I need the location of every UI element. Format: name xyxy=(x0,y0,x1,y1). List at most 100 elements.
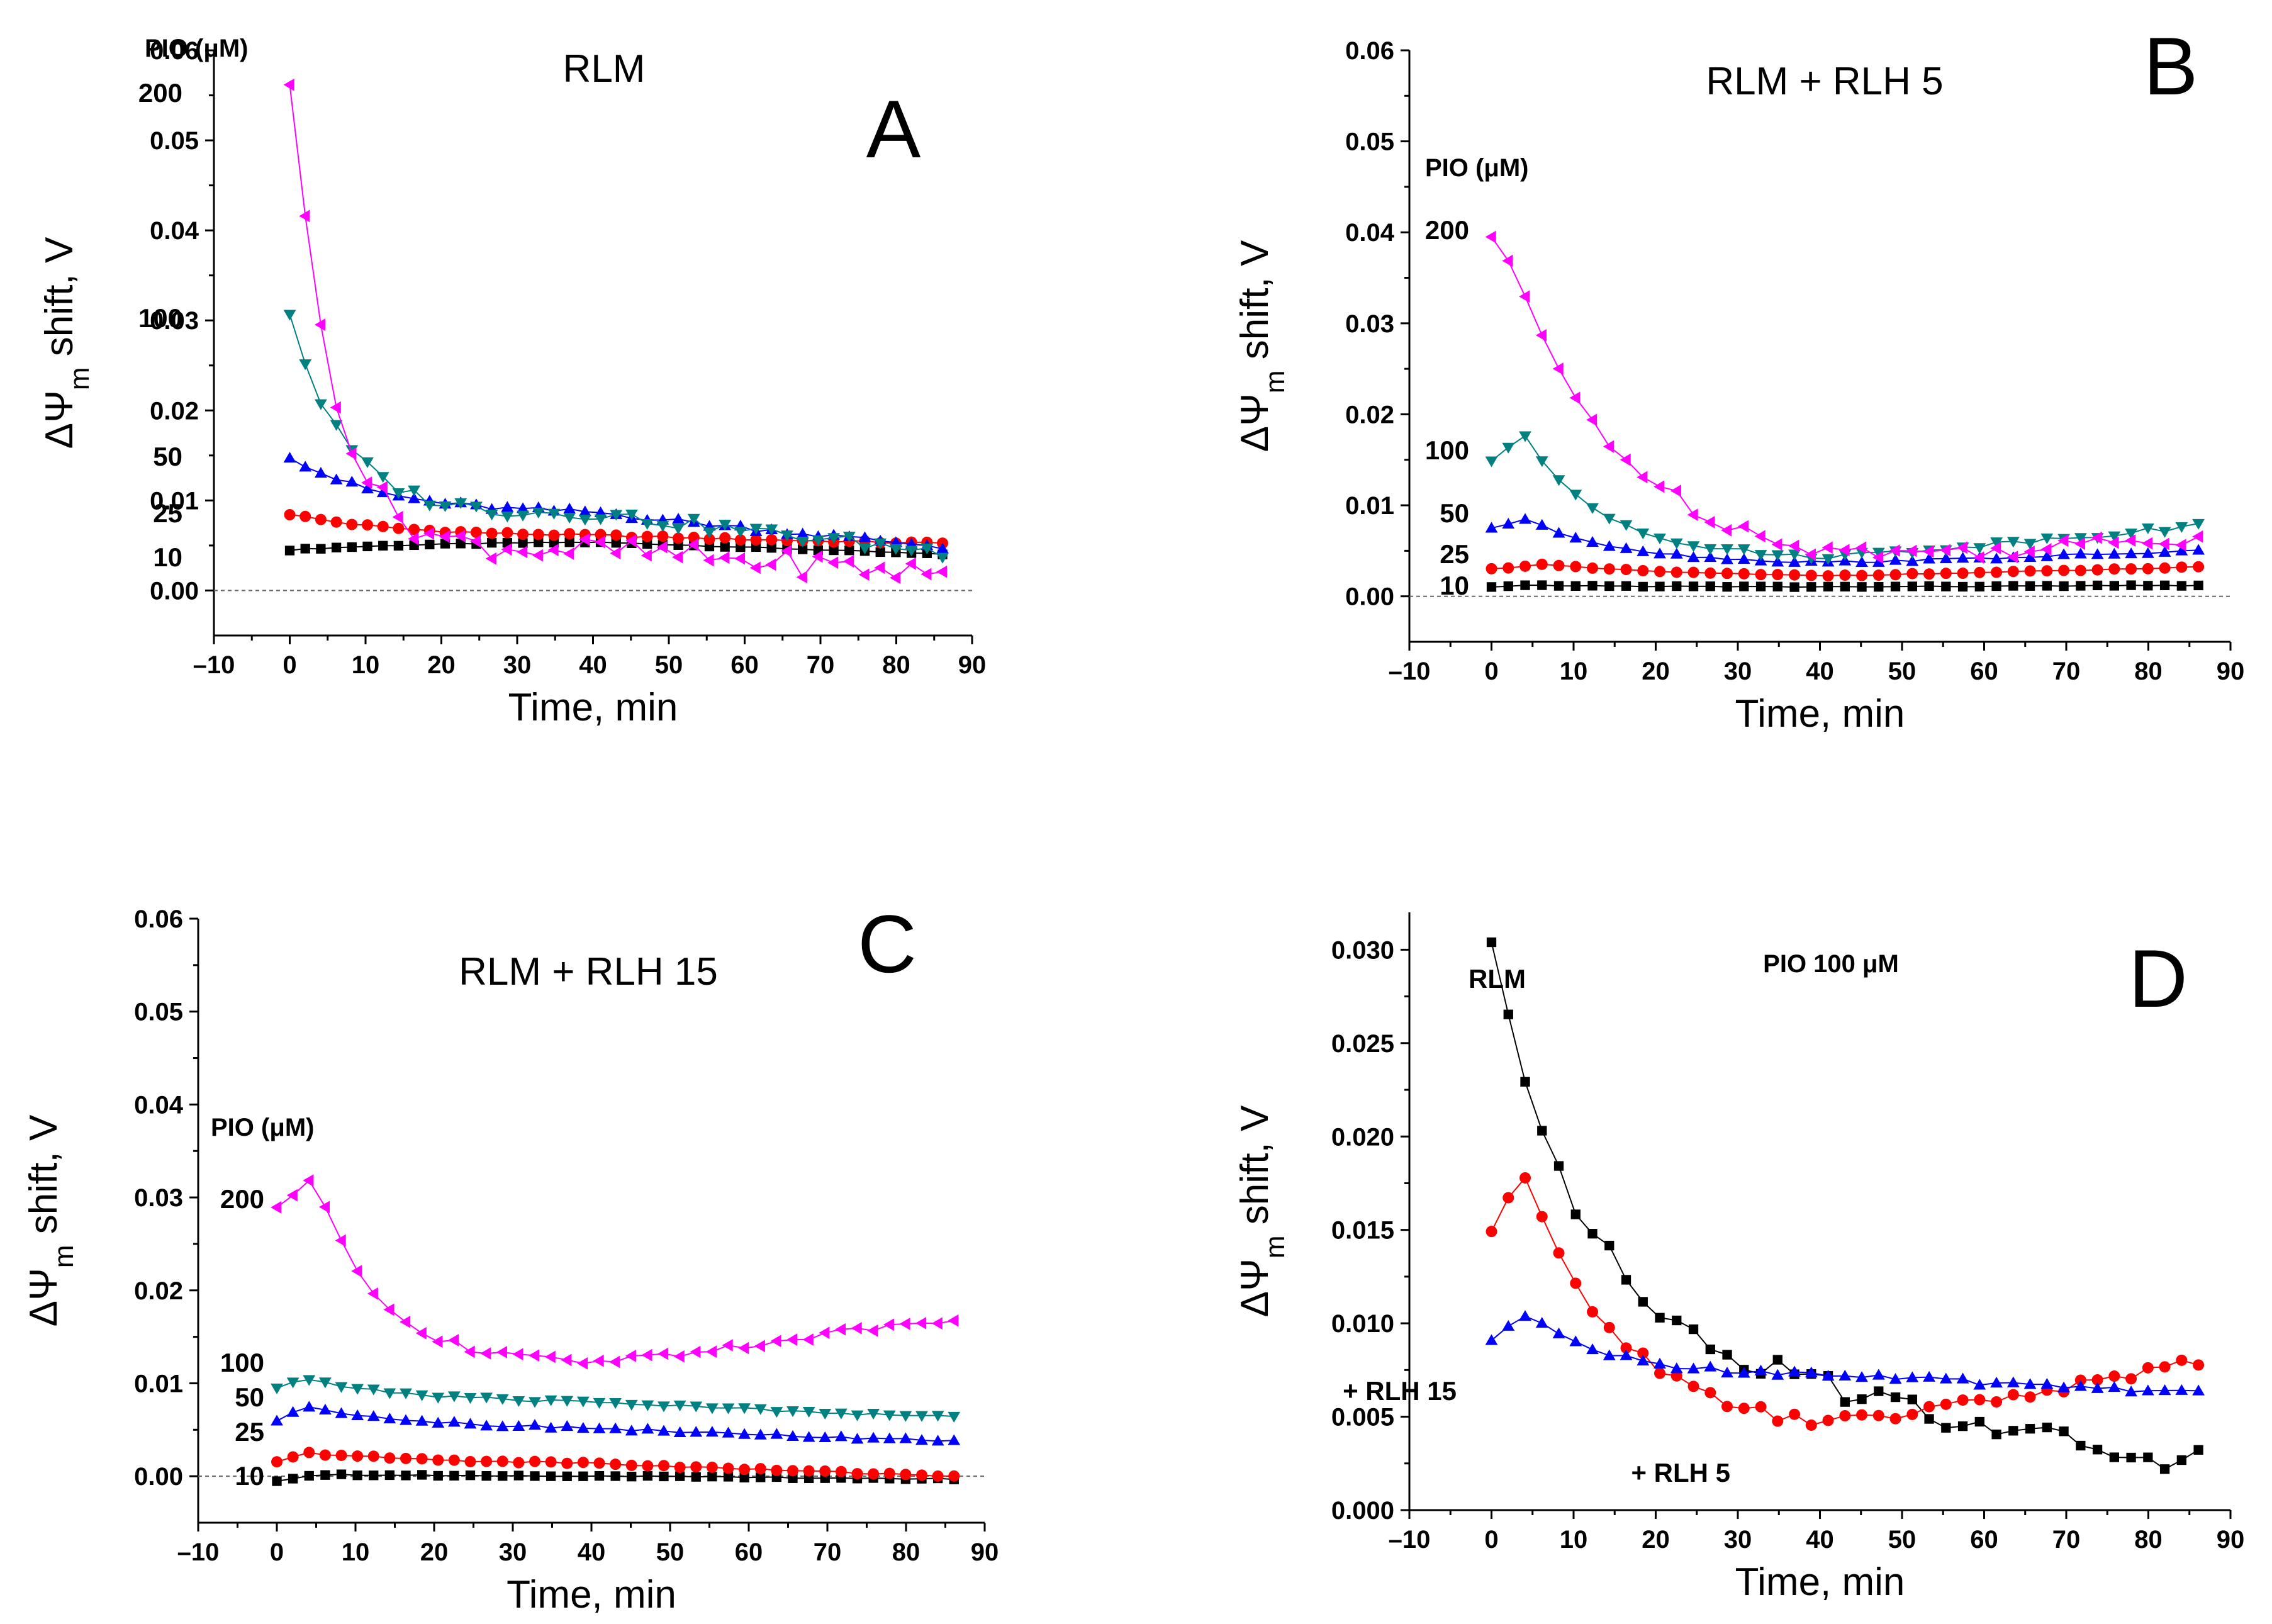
data-point xyxy=(2125,563,2137,575)
data-point xyxy=(578,1471,588,1481)
data-point xyxy=(336,1469,347,1479)
data-point xyxy=(1957,581,1968,592)
data-point xyxy=(705,1426,719,1437)
data-point xyxy=(594,535,605,549)
data-point xyxy=(1890,1392,1901,1403)
data-point xyxy=(272,1476,282,1486)
data-point xyxy=(2193,1359,2205,1371)
y-axis-label: ΔΨm shift, V xyxy=(1233,240,1290,452)
data-point xyxy=(739,1472,749,1482)
x-tick-label: 30 xyxy=(503,651,532,679)
data-point xyxy=(486,538,497,548)
data-point xyxy=(1569,532,1582,543)
data-point xyxy=(1721,524,1732,537)
data-point xyxy=(722,1426,735,1438)
data-point xyxy=(1638,581,1648,592)
data-point xyxy=(299,510,311,522)
panel-letter: A xyxy=(866,83,921,175)
data-point xyxy=(770,1428,783,1439)
data-point xyxy=(1788,556,1801,567)
data-point xyxy=(1638,1297,1648,1307)
data-point xyxy=(883,1318,894,1331)
data-point xyxy=(754,1463,766,1475)
data-point xyxy=(2025,1424,2035,1434)
data-point xyxy=(1603,563,1615,575)
data-point xyxy=(2058,564,2070,576)
data-point xyxy=(1754,550,1767,561)
x-tick-label: 50 xyxy=(1888,1526,1917,1554)
data-point xyxy=(754,1404,767,1415)
data-point xyxy=(1872,551,1884,564)
data-point xyxy=(1604,581,1614,591)
data-point xyxy=(722,1462,734,1474)
y-axis-label-main: ΔΨ xyxy=(1233,1258,1277,1317)
data-point xyxy=(916,1469,927,1481)
data-point xyxy=(1587,562,1599,574)
x-tick-label: 20 xyxy=(1642,1526,1670,1554)
data-point xyxy=(641,1348,652,1362)
data-point xyxy=(672,513,685,524)
data-point xyxy=(931,1411,944,1422)
data-point xyxy=(2175,539,2186,552)
data-point xyxy=(2142,563,2154,574)
x-tick-label: 0 xyxy=(283,651,296,679)
chart-panel-d: –10 0 10 20 30 40 50 60 70 80 90 0.000 0.005 0.010 0.0… xyxy=(1233,912,2244,1604)
data-point xyxy=(1503,562,1514,574)
x-tick-label: 70 xyxy=(814,1538,842,1566)
data-point xyxy=(1907,581,1917,591)
data-point xyxy=(1552,527,1565,538)
data-point xyxy=(464,1455,476,1467)
data-point xyxy=(517,529,529,540)
data-point xyxy=(705,1345,717,1358)
data-point xyxy=(335,1234,346,1247)
data-point xyxy=(2141,547,2154,558)
data-point xyxy=(2143,1452,2153,1462)
series-label: 200 xyxy=(220,1184,264,1214)
data-point xyxy=(1771,550,1784,561)
data-point xyxy=(2057,548,2070,559)
data-point xyxy=(749,524,763,535)
data-point xyxy=(393,522,405,534)
series-label: 25 xyxy=(235,1417,264,1447)
data-point xyxy=(765,558,776,571)
data-point xyxy=(1956,541,1967,554)
data-point xyxy=(464,1345,475,1358)
data-point xyxy=(2158,546,2171,557)
data-point xyxy=(802,1333,814,1346)
panel-letter: B xyxy=(2144,20,2198,112)
y-tick-label: 0.01 xyxy=(1345,492,1394,520)
y-axis-label: ΔΨm shift, V xyxy=(1233,1105,1290,1317)
data-point xyxy=(609,1355,620,1369)
data-point xyxy=(1805,569,1817,581)
data-point xyxy=(1603,1349,1616,1360)
data-point xyxy=(1637,564,1649,576)
series-100 xyxy=(271,1375,961,1423)
series-label: 50 xyxy=(235,1382,264,1412)
data-point xyxy=(1687,551,1700,563)
data-point xyxy=(1537,1126,1547,1136)
x-tick-label: 50 xyxy=(1888,658,1917,685)
data-point xyxy=(1553,1161,1564,1171)
data-point xyxy=(561,1420,574,1431)
data-point xyxy=(658,1401,670,1413)
data-point xyxy=(1519,513,1531,524)
data-point xyxy=(1923,552,1935,564)
y-tick-label: 0.025 xyxy=(1331,1030,1394,1058)
data-point xyxy=(771,1464,783,1476)
data-point xyxy=(464,1392,477,1404)
data-point xyxy=(335,1382,348,1393)
data-point xyxy=(593,1397,606,1409)
data-point xyxy=(593,1354,604,1367)
x-tick-label: 10 xyxy=(352,651,380,679)
data-point xyxy=(1991,581,2001,591)
data-point xyxy=(1822,554,1835,565)
x-axis-label: Time, min xyxy=(1735,1560,1905,1604)
data-point xyxy=(2007,1389,2019,1401)
data-point xyxy=(315,318,326,331)
data-point xyxy=(1670,484,1681,497)
data-point xyxy=(1722,582,1732,592)
data-point xyxy=(578,515,591,526)
data-point xyxy=(1486,937,1497,948)
data-point xyxy=(287,1451,299,1463)
x-tick-label: 0 xyxy=(1484,1526,1498,1554)
